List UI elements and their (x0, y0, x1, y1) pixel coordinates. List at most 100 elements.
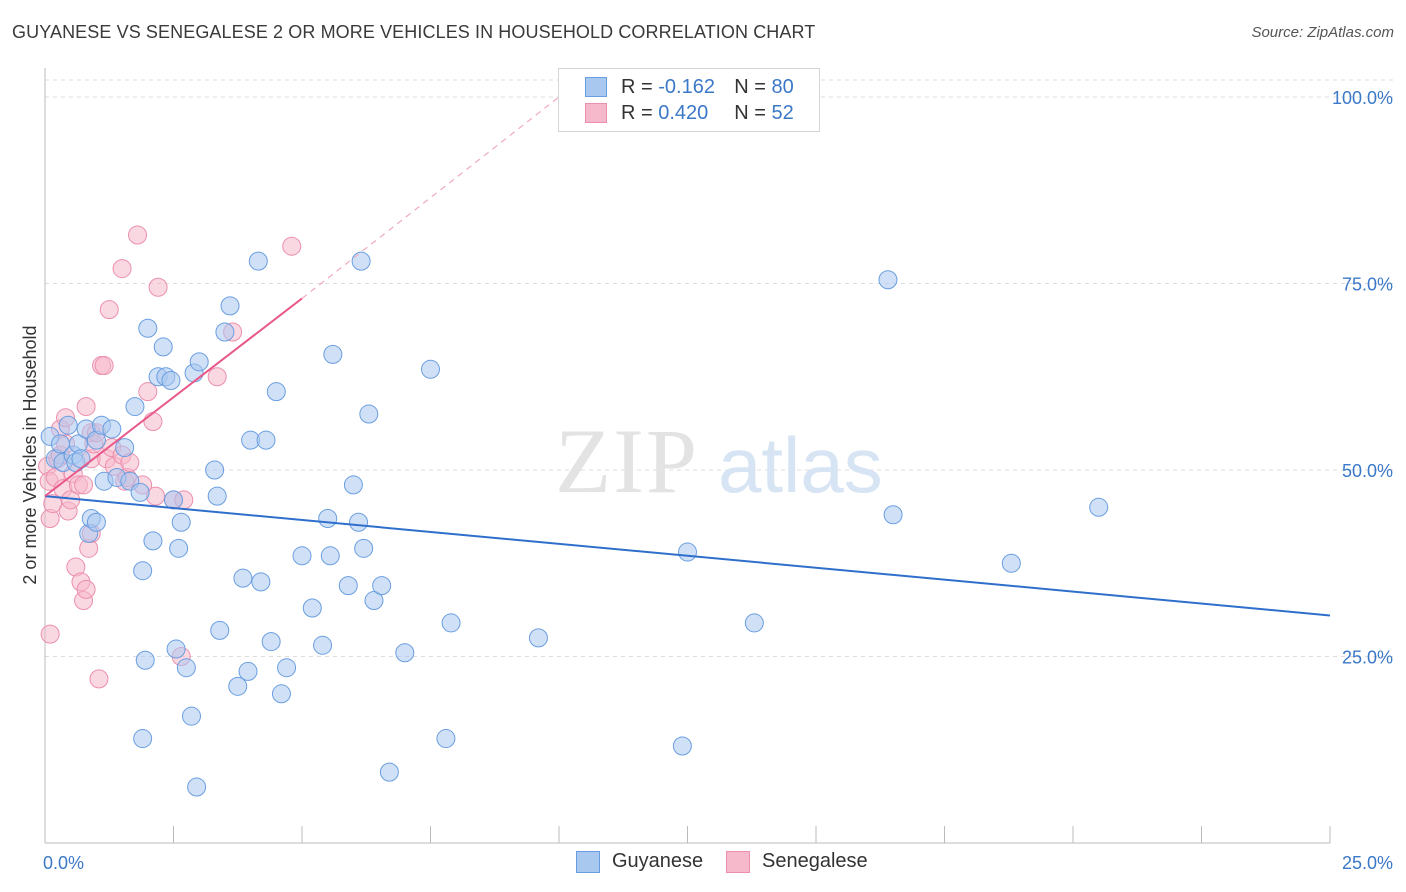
axes (44, 68, 1331, 844)
source-credit: Source: ZipAtlas.com (1251, 24, 1394, 41)
guyanese-point (71, 449, 91, 469)
guyanese-point (271, 684, 291, 704)
guyanese-points (40, 251, 1109, 797)
guyanese-point (169, 538, 189, 558)
correlation-legend: R = -0.162 N = 80 R = 0.420 N = 52 (558, 68, 820, 132)
guyanese-point (248, 251, 268, 271)
guyanese-point (744, 613, 764, 633)
guyanese-point (878, 270, 898, 290)
legend-item-guyanese: Guyanese (576, 850, 703, 873)
legend-n-label: N = (734, 101, 766, 124)
guyanese-point (187, 777, 207, 797)
guyanese-point (302, 598, 322, 618)
series-legend: Guyanese Senegalese (0, 850, 1406, 878)
y-tick-label: 75.0% (1342, 275, 1393, 295)
senegalese-point (128, 225, 148, 245)
guyanese-point (228, 676, 248, 696)
senegalese-point (112, 259, 132, 279)
legend-r-value: -0.162 (658, 75, 715, 98)
senegalese-point (282, 236, 302, 256)
y-axis-label: 2 or more Vehicles in Household (20, 325, 40, 584)
chart-title: GUYANESE VS SENEGALESE 2 OR MORE VEHICLE… (12, 22, 816, 42)
guyanese-point (672, 736, 692, 756)
legend-n-value: 52 (771, 101, 794, 124)
senegalese-point (89, 669, 109, 689)
guyanese-point (364, 591, 384, 611)
guyanese-point (318, 508, 338, 528)
guyanese-trend-line (44, 495, 1331, 617)
guyanese-point (277, 658, 297, 678)
legend-n-value: 80 (771, 75, 794, 98)
guyanese-point (359, 404, 379, 424)
guyanese-point (153, 337, 173, 357)
guyanese-point (189, 352, 209, 372)
guyanese-point (207, 486, 227, 506)
guyanese-point (102, 419, 122, 439)
guyanese-point (256, 430, 276, 450)
y-tick-label: 25.0% (1342, 648, 1393, 668)
guyanese-point (343, 475, 363, 495)
senegalese-swatch (585, 103, 607, 123)
guyanese-point (372, 576, 392, 596)
legend-label-senegalese: Senegalese (762, 850, 868, 872)
guyanese-point (678, 542, 697, 562)
guyanese-point (251, 572, 271, 592)
legend-row-senegalese: R = 0.420 N = 52 (585, 100, 794, 126)
guyanese-point (171, 512, 191, 532)
guyanese-point (1089, 497, 1109, 517)
senegalese-point (138, 382, 158, 402)
senegalese-point (148, 277, 168, 297)
guyanese-point (164, 490, 183, 510)
guyanese-point (181, 706, 201, 726)
guyanese-point (261, 632, 281, 652)
senegalese-trend-line (44, 297, 303, 497)
guyanese-point (320, 546, 340, 566)
y-tick-label: 100.0% (1332, 88, 1393, 108)
guyanese-point (135, 650, 155, 670)
guyanese-point (215, 322, 235, 342)
guyanese-point (1001, 553, 1021, 573)
guyanese-point (395, 643, 415, 663)
senegalese-point (99, 300, 119, 320)
legend-r-label: R = (621, 75, 653, 98)
guyanese-point (138, 318, 158, 338)
y-tick-label: 50.0% (1342, 461, 1393, 481)
guyanese-swatch (576, 850, 600, 873)
guyanese-point (349, 512, 369, 532)
watermark: ZIP atlas (555, 410, 883, 512)
senegalese-point (143, 412, 163, 432)
guyanese-point (125, 397, 145, 417)
senegalese-trend-extension (301, 96, 560, 299)
tick-labels: 100.0% 75.0% 50.0% 25.0% 0.0% 25.0% (43, 88, 1393, 873)
guyanese-point (86, 512, 106, 532)
guyanese-point (351, 251, 371, 271)
guyanese-point (313, 635, 333, 655)
senegalese-point (76, 397, 96, 417)
guyanese-point (379, 762, 399, 782)
watermark-zip: ZIP (555, 410, 699, 512)
guyanese-point (528, 628, 548, 648)
senegalese-point (74, 475, 94, 495)
senegalese-point (207, 367, 227, 387)
guyanese-point (143, 531, 163, 551)
senegalese-point (43, 494, 63, 514)
legend-row-guyanese: R = -0.162 N = 80 (585, 74, 794, 100)
guyanese-point (133, 729, 153, 749)
senegalese-swatch (726, 850, 750, 873)
guyanese-point (441, 613, 461, 633)
guyanese-point (292, 546, 312, 566)
guyanese-point (58, 415, 78, 435)
x-tick-label: 25.0% (1342, 853, 1393, 873)
watermark-atlas: atlas (718, 421, 883, 509)
legend-r-label: R = (621, 101, 653, 124)
guyanese-point (323, 344, 343, 364)
guyanese-point (115, 438, 135, 458)
legend-n-label: N = (734, 75, 766, 98)
guyanese-point (233, 568, 253, 588)
senegalese-point (94, 356, 114, 376)
guyanese-swatch (585, 77, 607, 97)
guyanese-point (210, 620, 230, 640)
guyanese-point (205, 460, 225, 480)
guyanese-point (133, 561, 153, 581)
